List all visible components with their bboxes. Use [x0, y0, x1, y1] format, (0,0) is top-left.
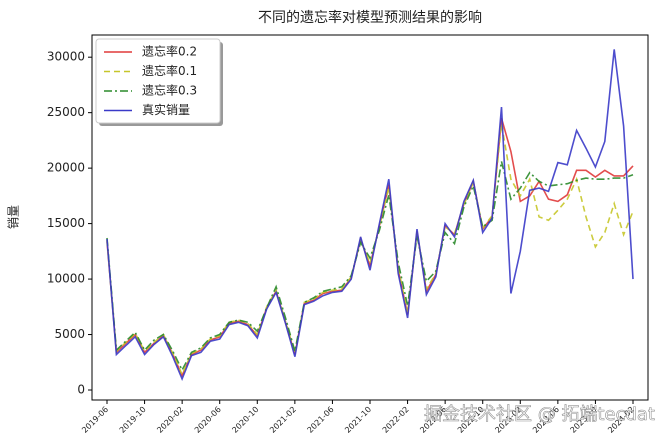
y-tick-label: 10000	[47, 272, 85, 286]
legend-label: 遗忘率0.2	[142, 44, 197, 59]
y-axis-label: 销量	[7, 205, 21, 229]
y-tick-label: 30000	[47, 50, 85, 64]
series-line	[106, 49, 634, 382]
legend-box	[95, 38, 221, 124]
y-tick-label: 0	[77, 383, 85, 397]
legend-label: 遗忘率0.3	[142, 83, 197, 98]
y-tick-label: 20000	[47, 161, 85, 175]
chart-title: 不同的遗忘率对模型预测结果的影响	[258, 9, 482, 26]
series-line	[106, 123, 634, 377]
y-tick-label: 25000	[47, 105, 85, 119]
y-tick-label: 5000	[54, 327, 85, 341]
plot-frame	[91, 34, 649, 401]
series-line	[106, 117, 634, 378]
series-line	[106, 161, 634, 372]
y-tick-label: 15000	[47, 216, 85, 230]
legend-label: 遗忘率0.1	[142, 63, 197, 78]
watermark: 掘金技术社区 @ 拓端tecdat	[424, 404, 655, 425]
legend-label: 真实销量	[142, 102, 190, 117]
